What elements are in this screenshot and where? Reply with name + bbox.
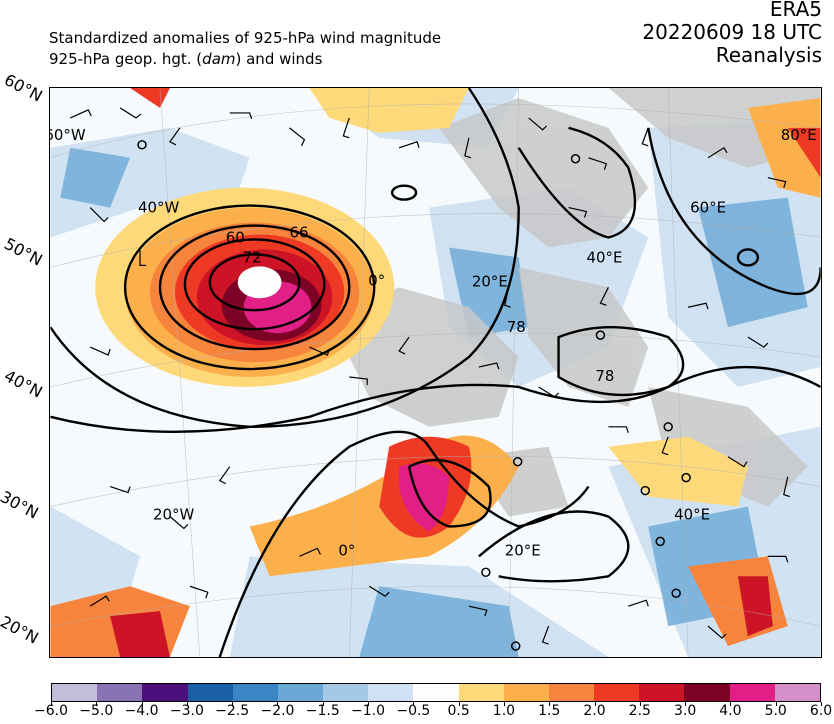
- colorbar-tick-label: −2.5: [215, 703, 250, 719]
- lon-label-60w: 60°W: [49, 126, 86, 144]
- colorbar-tick-label: −0.5: [396, 703, 431, 719]
- colorbar-tick-mark: [775, 702, 777, 706]
- colorbar-segment: [458, 684, 504, 701]
- colorbar-tick-label: −1.5: [305, 703, 340, 719]
- colorbar-segment: [413, 684, 459, 701]
- datetime-label: 20220609 18 UTC: [642, 20, 822, 44]
- colorbar-segment: [548, 684, 595, 701]
- colorbar-segment: [594, 684, 640, 701]
- colorbar-segment: [368, 684, 414, 701]
- colorbar-segment: [277, 684, 324, 701]
- colorbar-tick-label: −1.0: [351, 703, 386, 719]
- wind-barbs: [70, 107, 790, 645]
- colorbar-tick-mark: [413, 702, 415, 706]
- colorbar-segment: [684, 684, 730, 701]
- colorbar-tick-mark: [821, 702, 822, 706]
- colorbar-segment: [187, 684, 233, 701]
- lat-label-40n: 40°N: [1, 366, 46, 402]
- colorbar-tick-label: 2.5: [628, 703, 651, 719]
- lon-label-20w: 20°W: [153, 505, 194, 523]
- colorbar-tick-mark: [639, 702, 641, 706]
- colorbar-tick-label: 5.0: [764, 703, 787, 719]
- colorbar-tick-label: −4.0: [124, 703, 159, 719]
- colorbar-tick-mark: [232, 702, 234, 706]
- colorbar-tick-label: −5.0: [79, 703, 114, 719]
- lon-label-20e-north: 20°E: [472, 272, 508, 290]
- colorbar-segment: [503, 684, 549, 701]
- lon-label-0-south: 0°: [338, 541, 355, 559]
- colorbar-tick-label: 1.5: [538, 703, 561, 719]
- colorbar-segment: [232, 684, 278, 701]
- lon-label-20e-south: 20°E: [505, 541, 541, 559]
- colorbar-tick-mark: [51, 702, 52, 706]
- colorbar-segment: [142, 684, 188, 701]
- map-title-block: ERA5 20220609 18 UTC Reanalysis: [642, 0, 822, 67]
- colorbar: [51, 683, 821, 702]
- graticule: [50, 88, 821, 657]
- station-markers: [137, 140, 691, 651]
- cyclone-anomaly: [95, 187, 395, 387]
- colorbar-segment: [639, 684, 685, 701]
- colorbar-tick-label: 0.5: [447, 703, 470, 719]
- colorbar-tick-label: 3.0: [673, 703, 697, 719]
- title-line-1: Standardized anomalies of 925-hPa wind m…: [49, 29, 442, 47]
- colorbar-tick-label: 6.0: [809, 703, 833, 719]
- weather-map: 60°W 40°W 20°W 0° 20°E 40°E 60°E 80°E 0°…: [49, 87, 822, 658]
- colorbar-tick-mark: [186, 702, 188, 706]
- contour-label-72: 72: [243, 248, 262, 266]
- colorbar-segment: [97, 684, 143, 701]
- lon-label-60e: 60°E: [690, 199, 726, 217]
- geopotential-contours: [50, 88, 821, 657]
- colorbar-tick-mark: [503, 702, 505, 706]
- lat-label-50n: 50°N: [1, 234, 46, 270]
- colorbar-tick-mark: [368, 702, 370, 706]
- colorbar-tick-mark: [730, 702, 732, 706]
- colorbar-tick-mark: [685, 702, 687, 706]
- colorbar-tick-mark: [322, 702, 324, 706]
- colorbar-segment: [729, 684, 775, 701]
- colorbar-segment: [52, 684, 98, 701]
- colorbar-tick-label: 2.0: [583, 703, 606, 719]
- lat-label-60n: 60°N: [1, 70, 46, 106]
- contour-label-60: 60: [226, 228, 245, 246]
- colorbar-tick-label: −2.0: [260, 703, 295, 719]
- colorbar-tick-mark: [458, 702, 460, 706]
- lon-label-40e-north: 40°E: [586, 248, 622, 266]
- lon-label-40w: 40°W: [138, 199, 179, 217]
- lon-label-80e: 80°E: [781, 126, 817, 144]
- lat-label-20n: 20°N: [0, 612, 42, 648]
- map-subtitle: Standardized anomalies of 925-hPa wind m…: [49, 28, 441, 70]
- contour-label-78-a: 78: [507, 318, 526, 336]
- source-label: ERA5: [769, 0, 822, 21]
- colorbar-tick-label: −6.0: [34, 703, 68, 719]
- colorbar-tick-label: 1.0: [492, 703, 516, 719]
- colorbar-tick-label: 4.0: [719, 703, 742, 719]
- colorbar-tick-mark: [594, 702, 596, 706]
- colorbar-tick-mark: [549, 702, 551, 706]
- colorbar-segment: [774, 684, 820, 701]
- colorbar-tick-mark: [141, 702, 143, 706]
- lon-label-0-north: 0°: [368, 271, 385, 289]
- contour-label-78-b: 78: [595, 367, 614, 385]
- land-mask: [329, 88, 821, 517]
- contour-label-66: 66: [290, 223, 309, 241]
- lon-label-40e-south: 40°E: [674, 505, 710, 523]
- lat-label-30n: 30°N: [0, 487, 42, 523]
- colorbar-tick-mark: [277, 702, 279, 706]
- colorbar-segment: [323, 684, 369, 701]
- product-label: Reanalysis: [715, 43, 822, 67]
- colorbar-tick-mark: [96, 702, 98, 706]
- colorbar-tick-label: −3.0: [169, 703, 204, 719]
- title-line-2: 925-hPa geop. hgt. (dam) and winds: [49, 50, 323, 68]
